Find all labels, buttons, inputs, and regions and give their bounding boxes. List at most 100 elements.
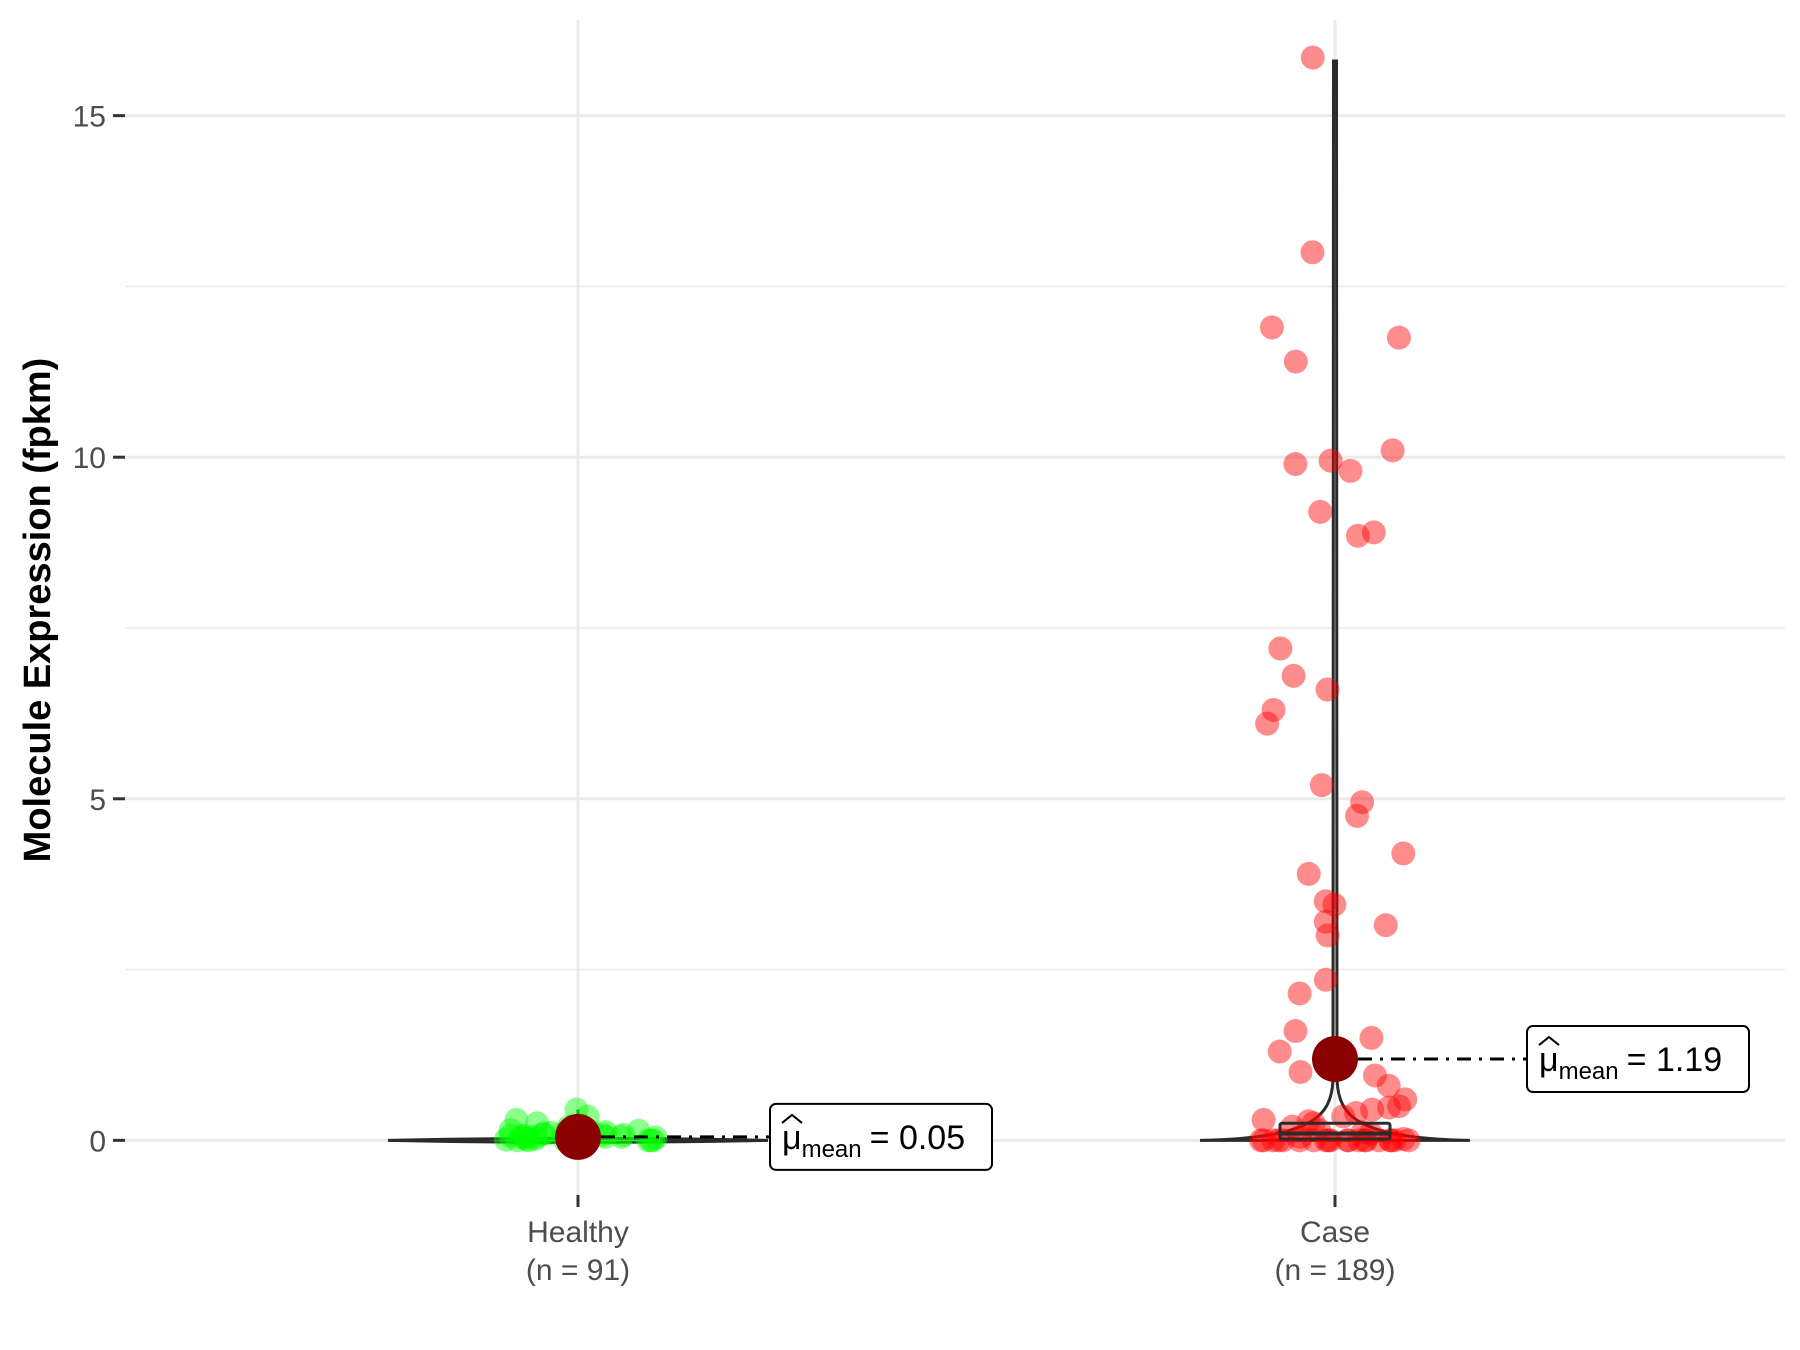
data-point	[511, 1125, 536, 1150]
hat-icon	[1538, 1035, 1560, 1046]
mean-marker-case	[1312, 1036, 1358, 1083]
data-point	[1344, 1101, 1369, 1126]
data-point	[1396, 1128, 1421, 1153]
data-point	[643, 1125, 668, 1150]
data-point	[636, 1128, 661, 1153]
points-case	[1249, 45, 1421, 1153]
data-point	[1338, 458, 1363, 483]
data-point	[1287, 981, 1312, 1006]
x-tick-sublabel-healthy: (n = 91)	[526, 1254, 630, 1287]
data-point	[1267, 1039, 1292, 1064]
data-point	[1249, 1128, 1274, 1153]
data-point	[523, 1126, 548, 1151]
mean-marker-healthy	[555, 1113, 601, 1160]
data-point	[525, 1111, 550, 1136]
hat-icon	[781, 1113, 803, 1124]
data-point	[1300, 45, 1325, 70]
y-tick-label: 0	[89, 1125, 106, 1158]
data-point	[1268, 636, 1293, 661]
data-point	[1313, 889, 1338, 914]
data-point	[494, 1127, 519, 1152]
data-point	[1373, 913, 1398, 938]
data-point	[1362, 1063, 1387, 1088]
data-point	[1377, 1095, 1402, 1120]
data-point	[1331, 1104, 1356, 1129]
grid	[125, 20, 1785, 1195]
data-point	[1350, 790, 1375, 815]
data-point	[514, 1126, 539, 1151]
data-point	[1313, 909, 1338, 934]
data-point	[1315, 677, 1340, 702]
data-point	[1255, 711, 1280, 736]
mean-value: = 0.05	[870, 1119, 965, 1157]
data-point	[516, 1128, 541, 1153]
x-tick-sublabel-case: (n = 189)	[1275, 1254, 1396, 1287]
data-point	[1345, 803, 1370, 828]
data-point	[531, 1121, 556, 1146]
data-point	[1296, 1109, 1321, 1134]
data-point	[1288, 1060, 1313, 1085]
data-point	[1251, 1128, 1276, 1153]
data-point	[1251, 1107, 1276, 1132]
data-point	[1386, 325, 1411, 350]
data-point	[1387, 1094, 1412, 1119]
data-point	[1393, 1087, 1418, 1112]
data-point	[1283, 349, 1308, 374]
data-point	[1315, 923, 1340, 948]
x-tick-label-case: Case	[1300, 1216, 1370, 1249]
group-healthy: μmean = 0.05	[387, 1097, 993, 1171]
mean-label-healthy: μmean = 0.05	[782, 1119, 965, 1163]
data-point	[1359, 1025, 1384, 1050]
violin-case	[1199, 59, 1471, 1142]
data-point	[498, 1123, 523, 1148]
data-point	[1391, 1126, 1416, 1151]
mean-subscript: mean	[1559, 1058, 1619, 1085]
y-tick-label: 15	[73, 101, 106, 134]
mean-label-box-case	[1526, 1025, 1750, 1094]
data-point	[1259, 315, 1284, 340]
data-point	[1288, 1124, 1313, 1149]
y-axis: 0 5 10 15	[73, 101, 125, 1158]
data-point	[1391, 841, 1416, 866]
data-point	[611, 1122, 636, 1147]
data-point	[1360, 1097, 1385, 1122]
data-point	[1361, 520, 1386, 545]
data-point	[641, 1128, 666, 1153]
data-point	[1313, 967, 1338, 992]
mean-label-box-healthy	[769, 1102, 993, 1171]
data-point	[1296, 861, 1321, 886]
data-point	[498, 1118, 523, 1143]
data-point	[1300, 240, 1325, 265]
data-point	[513, 1124, 538, 1149]
mean-symbol: μ	[1539, 1041, 1559, 1079]
data-point	[609, 1124, 634, 1149]
x-tick-label-healthy: Healthy	[527, 1216, 629, 1249]
data-point	[510, 1123, 535, 1148]
x-axis: Healthy (n = 91) Case (n = 189)	[526, 1195, 1396, 1287]
group-case: μmean = 1.19	[1199, 45, 1750, 1153]
data-point	[530, 1122, 555, 1147]
y-tick-label: 5	[89, 784, 106, 817]
data-point	[1345, 523, 1370, 548]
data-point	[505, 1128, 530, 1153]
mean-symbol: μ	[782, 1119, 802, 1157]
y-tick-label: 10	[73, 442, 106, 475]
data-point	[1261, 697, 1286, 722]
data-point	[1318, 448, 1343, 473]
y-axis-label: Molecule Expression (fpkm)	[17, 358, 59, 863]
data-point	[1380, 438, 1405, 463]
data-point	[504, 1107, 529, 1132]
data-point	[1322, 892, 1347, 917]
data-point	[523, 1124, 548, 1149]
data-point	[638, 1128, 663, 1153]
mean-label-case: μmean = 1.19	[1539, 1041, 1722, 1085]
data-point	[1308, 499, 1333, 524]
data-point	[1283, 452, 1308, 477]
data-point	[1281, 663, 1306, 688]
mean-value: = 1.19	[1627, 1041, 1722, 1079]
data-point	[1376, 1073, 1401, 1098]
mean-subscript: mean	[802, 1136, 862, 1163]
